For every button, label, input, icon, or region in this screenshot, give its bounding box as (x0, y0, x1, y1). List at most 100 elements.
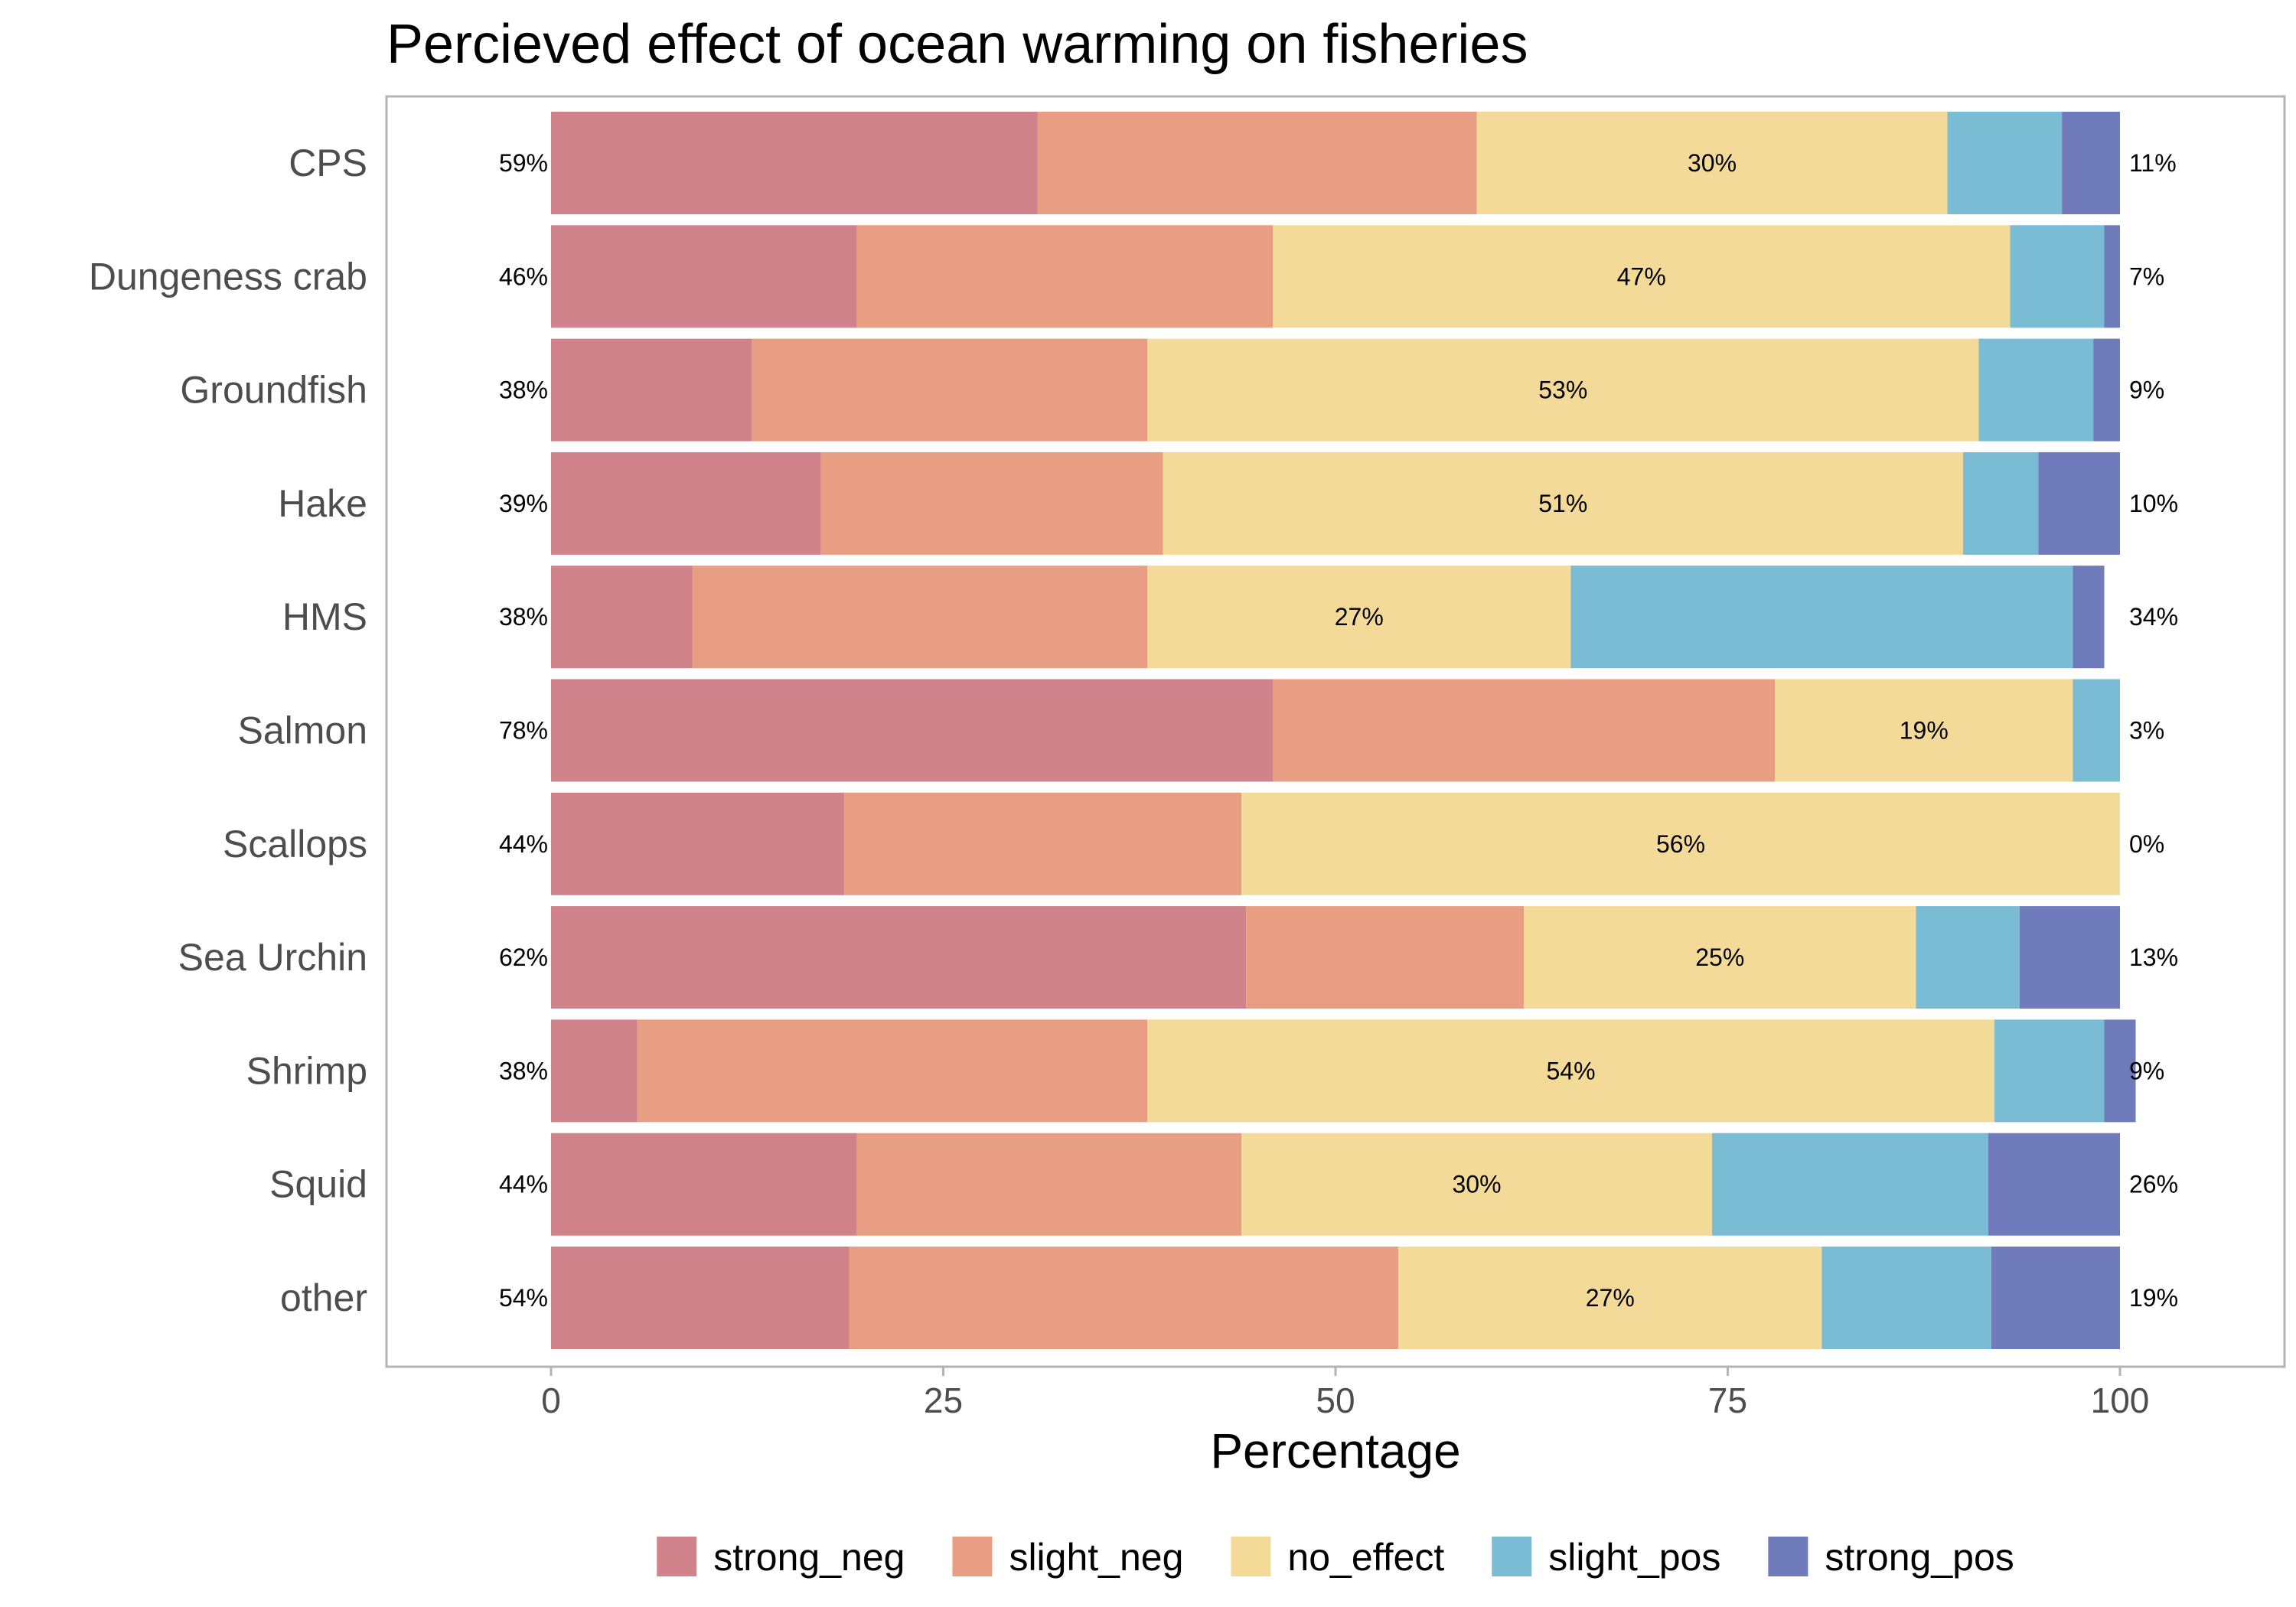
bar-segment-strong_neg (551, 1133, 857, 1236)
no-effect-label: 30% (1452, 1171, 1501, 1198)
legend-swatch-slight_neg (952, 1537, 993, 1576)
bar-segment-strong_pos (1988, 1133, 2120, 1236)
legend-swatch-no_effect (1231, 1537, 1271, 1576)
bar-segment-slight_neg (637, 1019, 1147, 1123)
no-effect-label: 54% (1546, 1057, 1595, 1084)
bar-segment-strong_neg (551, 338, 752, 442)
bar-segment-strong_pos (2104, 1019, 2136, 1123)
category-label: Scallops (223, 823, 367, 865)
category-label: Squid (269, 1163, 367, 1206)
x-tick-label: 100 (2091, 1380, 2150, 1420)
bar-segment-strong_neg (551, 112, 1038, 214)
negative-total-label: 38% (499, 603, 548, 631)
category-label: Dungeness crab (89, 255, 367, 298)
bar-segment-strong_neg (551, 792, 845, 895)
bar-segment-strong_pos (2038, 451, 2120, 555)
category-label: Salmon (237, 709, 367, 752)
x-axis-ticks: 0 25 50 75 100 (541, 1367, 2149, 1420)
bar-segment-slight_neg (856, 1133, 1241, 1236)
bar-segment-strong_pos (2062, 112, 2120, 214)
bar-segment-slight_neg (844, 792, 1241, 895)
bar-segment-strong_neg (551, 1019, 638, 1123)
bar-segment-no_effect (1147, 1019, 1994, 1123)
bar-segment-no_effect (1147, 338, 1979, 442)
x-tick-label: 25 (924, 1380, 963, 1420)
legend-swatch-strong_pos (1768, 1537, 1808, 1576)
legend-swatch-strong_neg (657, 1537, 697, 1576)
no-effect-label: 51% (1538, 490, 1587, 517)
negative-total-label: 38% (499, 376, 548, 404)
bar-segment-no_effect (1775, 679, 2073, 782)
category-label: CPS (289, 142, 367, 184)
negative-total-label: 59% (499, 149, 548, 177)
no-effect-label: 56% (1656, 830, 1705, 858)
positive-total-label: 34% (2129, 603, 2178, 631)
positive-total-label: 3% (2129, 717, 2164, 745)
bar-segment-no_effect (1163, 451, 1963, 555)
legend-label: slight_pos (1548, 1536, 1720, 1579)
legend-label: strong_neg (713, 1536, 905, 1579)
no-effect-label: 53% (1538, 376, 1587, 404)
bar-segment-slight_neg (1273, 679, 1775, 782)
bar-segment-no_effect (1241, 792, 2120, 895)
positive-total-label: 11% (2129, 149, 2177, 177)
positive-total-label: 19% (2129, 1284, 2178, 1312)
negative-total-label: 62% (499, 944, 548, 971)
bar-segment-slight_neg (1037, 112, 1477, 214)
bar-segment-no_effect (1241, 1133, 1712, 1236)
bar-segment-strong_pos (2093, 338, 2120, 442)
bar-segment-slight_pos (2010, 225, 2105, 328)
bar-segment-slight_pos (1978, 338, 2094, 442)
positive-total-label: 9% (2129, 376, 2164, 404)
bar-segment-no_effect (1147, 566, 1571, 669)
category-label: HMS (282, 595, 367, 638)
negative-total-label: 78% (499, 717, 548, 745)
no-effect-label: 47% (1617, 262, 1666, 290)
positive-total-label: 26% (2129, 1171, 2178, 1198)
chart-title: Percieved effect of ocean warming on fis… (386, 14, 1528, 75)
bar-segment-strong_neg (551, 906, 1247, 1009)
category-label: Sea Urchin (178, 936, 367, 979)
x-tick-label: 50 (1316, 1380, 1355, 1420)
bar-segment-slight_neg (856, 225, 1273, 328)
no-effect-label: 25% (1695, 944, 1744, 971)
bar-segment-slight_pos (1947, 112, 2063, 214)
positive-total-label: 10% (2129, 490, 2178, 517)
bar-segment-slight_neg (820, 451, 1163, 555)
bar-segment-no_effect (1524, 906, 1916, 1009)
x-tick-label: 0 (541, 1380, 561, 1420)
bar-segment-slight_pos (1821, 1247, 1991, 1349)
bar-segment-slight_pos (1712, 1133, 1988, 1236)
bar-segment-no_effect (1398, 1247, 1822, 1349)
legend-label: strong_pos (1825, 1536, 2014, 1579)
legend: strong_neg slight_neg no_effect slight_pos s… (657, 1536, 2014, 1579)
negative-total-label: 44% (499, 1171, 548, 1198)
bar-segment-slight_pos (1963, 451, 2039, 555)
no-effect-label: 30% (1688, 149, 1737, 177)
bar-segment-strong_pos (1991, 1247, 2120, 1349)
category-label: Groundfish (180, 369, 367, 412)
x-axis-title: Percentage (1210, 1423, 1460, 1478)
bar-layer: 59% 30% 11% 46% 47% 7% 38% 53% 9% 39% 51% 10% 38% 27%… (499, 112, 2178, 1349)
no-effect-label: 27% (1586, 1284, 1635, 1312)
bar-segment-strong_neg (551, 225, 857, 328)
bar-segment-strong_neg (551, 451, 821, 555)
positive-total-label: 7% (2129, 262, 2164, 290)
category-label: Shrimp (246, 1049, 367, 1092)
x-tick-label: 75 (1708, 1380, 1747, 1420)
bar-segment-strong_pos (2073, 566, 2105, 669)
negative-total-label: 46% (499, 262, 548, 290)
positive-total-label: 13% (2129, 944, 2178, 971)
bar-segment-slight_neg (849, 1247, 1398, 1349)
positive-total-label: 0% (2129, 830, 2164, 858)
legend-label: slight_neg (1009, 1536, 1183, 1579)
legend-swatch-slight_pos (1492, 1537, 1532, 1576)
negative-total-label: 38% (499, 1057, 548, 1084)
category-label: Hake (278, 482, 367, 525)
no-effect-label: 19% (1900, 717, 1949, 745)
negative-total-label: 39% (499, 490, 548, 517)
no-effect-label: 27% (1335, 603, 1384, 631)
bar-segment-strong_neg (551, 566, 693, 669)
category-axis-labels: CPS Dungeness crab Groundfish Hake HMS Salmon… (89, 142, 367, 1319)
